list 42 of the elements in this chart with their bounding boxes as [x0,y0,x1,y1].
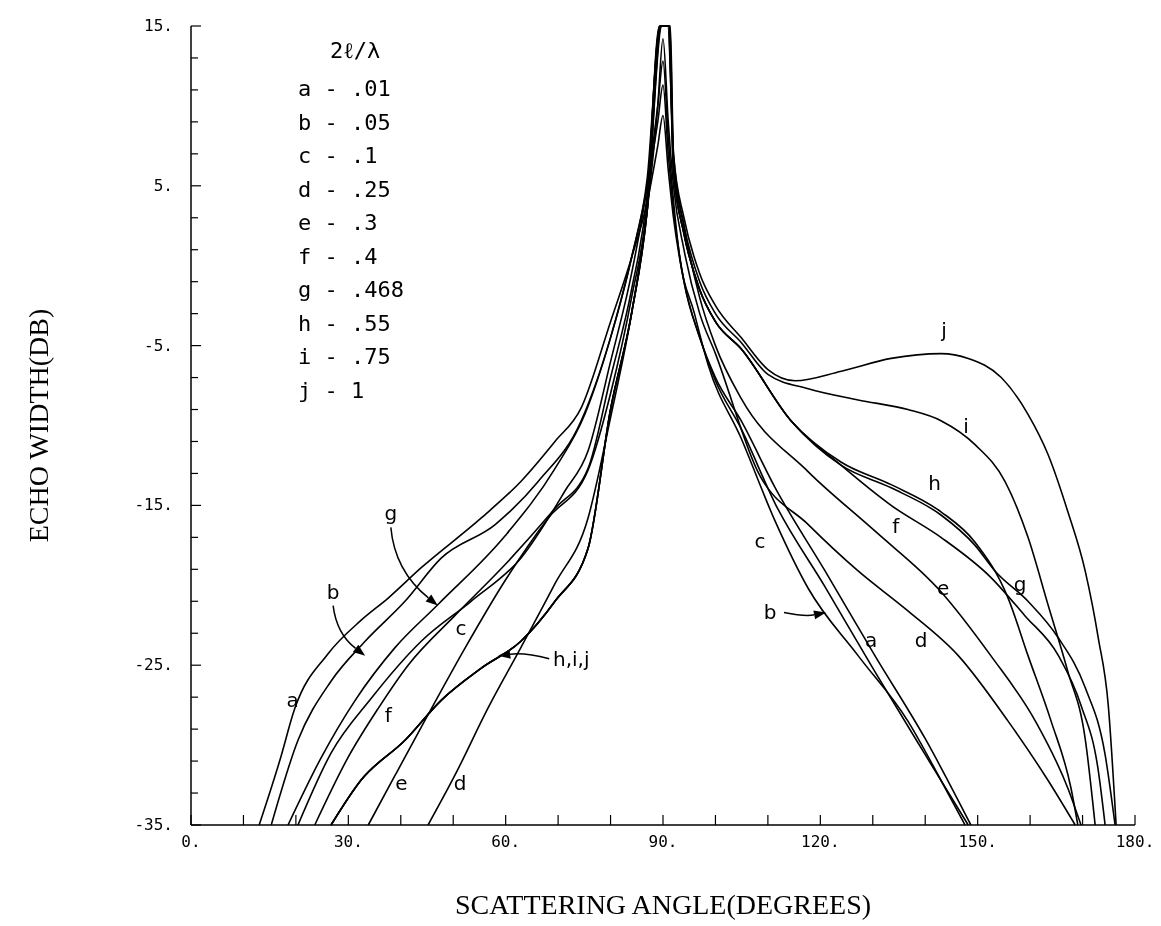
annotation: i - .75 [298,344,391,369]
series-label: i [963,413,969,438]
x-tick-label: 150. [958,832,997,851]
text: g [384,501,398,526]
legend-label: b [763,600,777,625]
annotation: j - 1 [298,377,365,403]
annotation: e - .3 [298,210,378,235]
annotation: g - .468 [298,277,404,302]
y-tick-label: 15. [144,16,173,35]
annotation: h,i,j [552,646,590,671]
y-tick-label: -25. [134,655,173,675]
x-tick-label: 60. [491,832,521,851]
text: e [395,771,408,796]
annotation: b - .05 [298,109,391,135]
x-tick-label: 30. [333,832,363,851]
series-label: c [455,616,467,641]
text: b [326,579,340,604]
annotation: f - .4 [298,243,378,269]
series-label: d [914,627,928,652]
annotation: d - .25 [298,176,391,202]
x-tick-label: 0. [181,832,201,851]
legend-title: 2ℓ/λ [330,38,381,63]
annotation: c - .1 [298,143,378,168]
y-tick-label: 5. [153,175,173,195]
x-axis-title: SCATTERING ANGLE(DEGREES) [454,889,872,920]
series-label: h [928,471,942,496]
y-tick-label: -15. [134,495,173,515]
annotation: a - .01 [298,76,391,101]
series-label: a [865,627,878,652]
annotation: h - .55 [298,310,391,336]
series-label: f [384,702,393,727]
text: f [892,514,900,539]
text: c [754,528,766,553]
y-tick-label: -5. [144,335,173,355]
y-axis-title: ECHO WIDTH(DB) [23,308,54,543]
series-label: j [940,317,947,342]
x-tick-label: 120. [801,832,840,851]
series-label: g [1013,571,1027,596]
text: d [453,771,467,796]
y-tick-label: -35. [134,815,173,834]
x-tick-label: 180. [1115,832,1155,851]
x-tick-label: 90. [648,832,678,851]
